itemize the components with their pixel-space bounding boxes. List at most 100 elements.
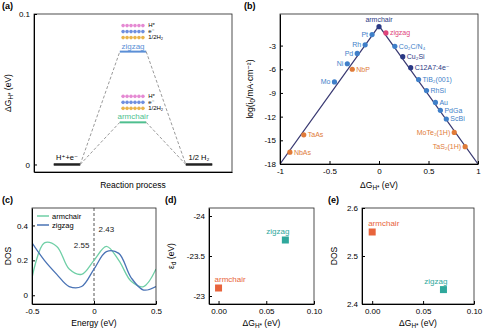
tick-label: 0.2 xyxy=(17,256,29,265)
label-background xyxy=(98,225,116,234)
x-axis-title: ΔGH* (eV) xyxy=(243,318,281,329)
plot-area: -1-0.500.51-18-15-12-9-6-3armchairzigzag… xyxy=(264,14,481,176)
tick: 0 xyxy=(24,291,35,300)
atom-dot xyxy=(141,107,145,111)
tick-label: -23.5 xyxy=(187,252,206,261)
atom-dot xyxy=(137,95,141,99)
axis-x xyxy=(35,172,233,173)
tick-label: 2.5 xyxy=(347,252,359,261)
tick-mark xyxy=(209,256,212,257)
plot-area: 0.000.050.10-24-23.5-23armchairzigzag xyxy=(187,208,323,316)
tick: 0.2 xyxy=(17,256,35,265)
tick-mark xyxy=(32,225,35,226)
atom-dot xyxy=(137,107,141,111)
axis-line xyxy=(35,172,233,173)
point xyxy=(301,132,306,137)
panel-label: (a) xyxy=(2,1,13,11)
legend-label: zigzag xyxy=(52,221,74,230)
panel: 00.1zigzagH*e⁻1/2H₂armchairH*e⁻1/2H₂H⁺+e… xyxy=(2,1,233,190)
atom-dot xyxy=(121,30,125,34)
tick-mark xyxy=(34,14,37,15)
tick-mark xyxy=(32,260,35,261)
tick-label: 0 xyxy=(26,161,31,170)
tick-mark xyxy=(209,296,212,297)
atom-dot xyxy=(141,24,145,28)
axis-y: 2.42.52.6 xyxy=(347,204,365,309)
tick: 0.10 xyxy=(307,301,323,316)
point xyxy=(452,130,457,135)
tick-label: 0.10 xyxy=(467,307,483,316)
tick-mark xyxy=(219,301,220,304)
tick: -0.5 xyxy=(323,161,337,176)
atom-dot xyxy=(121,101,125,105)
tick-mark xyxy=(32,295,35,296)
tick-label: 0.5 xyxy=(151,307,163,316)
atom-dot xyxy=(125,107,129,111)
atom-dot xyxy=(129,30,133,34)
tick-mark xyxy=(280,164,283,165)
tick: -15 xyxy=(264,136,283,145)
species-label: 1/2H₂ xyxy=(148,34,164,40)
tick-label: 0.4 xyxy=(17,222,29,231)
point-label: RhSi xyxy=(431,87,447,94)
tick: 0.05 xyxy=(259,301,275,316)
tick-mark xyxy=(94,301,95,304)
axis-x: -1-0.500.51 xyxy=(277,161,481,176)
tick: -23 xyxy=(193,292,212,301)
tick: 0.5 xyxy=(151,301,163,316)
axis-x: 0.000.050.10 xyxy=(210,301,323,316)
x-axis-title: ΔGH* (eV) xyxy=(399,318,437,329)
atom-dot xyxy=(121,95,125,99)
atom-dot xyxy=(137,101,141,105)
tick-label: -24 xyxy=(193,212,205,221)
y-axis-title: εd (eV) xyxy=(166,243,176,269)
tick-mark xyxy=(474,301,475,304)
marks xyxy=(54,52,212,165)
tick-mark xyxy=(362,256,365,257)
point xyxy=(345,61,350,66)
panel-label: (c) xyxy=(2,195,13,205)
energy-level xyxy=(54,163,80,165)
axis-x: -0.500.5 xyxy=(26,301,163,316)
panel: -0.500.500.20.4armchairzigzag2.552.43(c)… xyxy=(2,195,163,328)
tick-label: -18 xyxy=(264,160,276,169)
figure: 00.1zigzagH*e⁻1/2H₂armchairH*e⁻1/2H₂H⁺+e… xyxy=(0,0,486,333)
atom-dot xyxy=(129,95,133,99)
plot-area: 00.1zigzagH*e⁻1/2H₂armchairH*e⁻1/2H₂H⁺+e… xyxy=(19,10,233,172)
tick-mark xyxy=(280,93,283,94)
tick-label: 0.10 xyxy=(307,307,323,316)
tick-mark xyxy=(280,117,283,118)
point xyxy=(440,286,447,293)
tick: -3 xyxy=(269,42,283,51)
atom-dot xyxy=(125,95,129,99)
point xyxy=(369,32,374,37)
panel: -1-0.500.51-18-15-12-9-6-3armchairzigzag… xyxy=(244,1,481,191)
tick-label: -9 xyxy=(269,89,277,98)
tick-label: -0.5 xyxy=(323,167,337,176)
point-label: Cu₂Si xyxy=(407,53,425,60)
point xyxy=(355,51,360,56)
tick: 0.1 xyxy=(19,10,37,19)
point xyxy=(433,100,438,105)
point xyxy=(392,44,397,49)
tick-mark xyxy=(280,46,283,47)
tick: 2.5 xyxy=(347,252,365,261)
point-label: Pd xyxy=(345,50,354,57)
energy-level xyxy=(120,121,146,123)
frame xyxy=(32,208,156,304)
point xyxy=(287,150,292,155)
point-label: Ni xyxy=(337,60,344,67)
tick-label: 0 xyxy=(24,291,29,300)
point xyxy=(332,79,337,84)
plot-area: 0.000.050.102.42.52.6armchairzigzag xyxy=(347,204,483,316)
tick: 2.4 xyxy=(347,300,365,309)
point-label: zigzag xyxy=(424,277,447,286)
axis-y: -24 -23.5 -23 xyxy=(187,209,212,305)
tick-label: -1 xyxy=(277,167,285,176)
connector xyxy=(146,52,186,165)
point-label: Co₂C/N₄ xyxy=(399,43,426,50)
atom-dot xyxy=(129,36,133,40)
point xyxy=(416,77,421,82)
species-label: 1/2H₂ xyxy=(148,105,164,111)
point-label: TaAs xyxy=(308,131,324,138)
